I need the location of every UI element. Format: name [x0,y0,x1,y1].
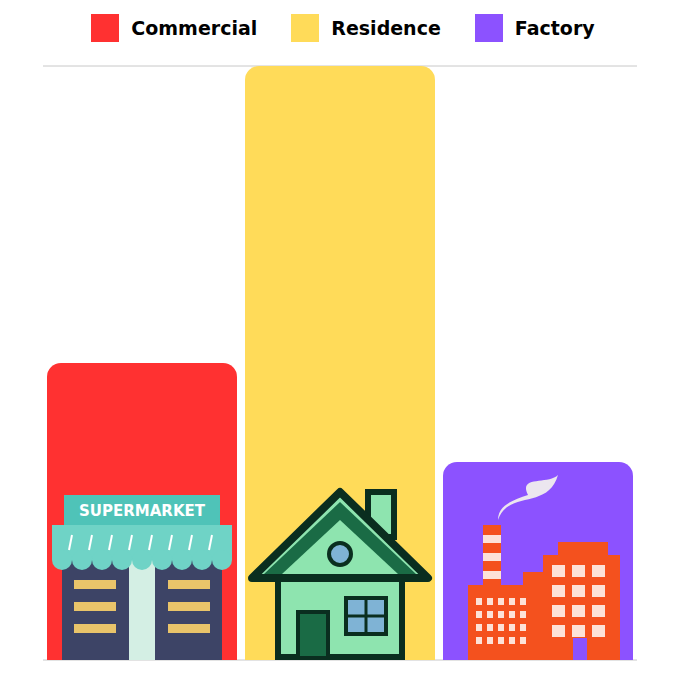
svg-text:SUPERMARKET: SUPERMARKET [79,502,206,520]
html-text:Commercial: Commercial [131,17,258,39]
html-text:Factory: Factory [514,17,595,39]
html-text:Residence: Residence [331,17,441,39]
